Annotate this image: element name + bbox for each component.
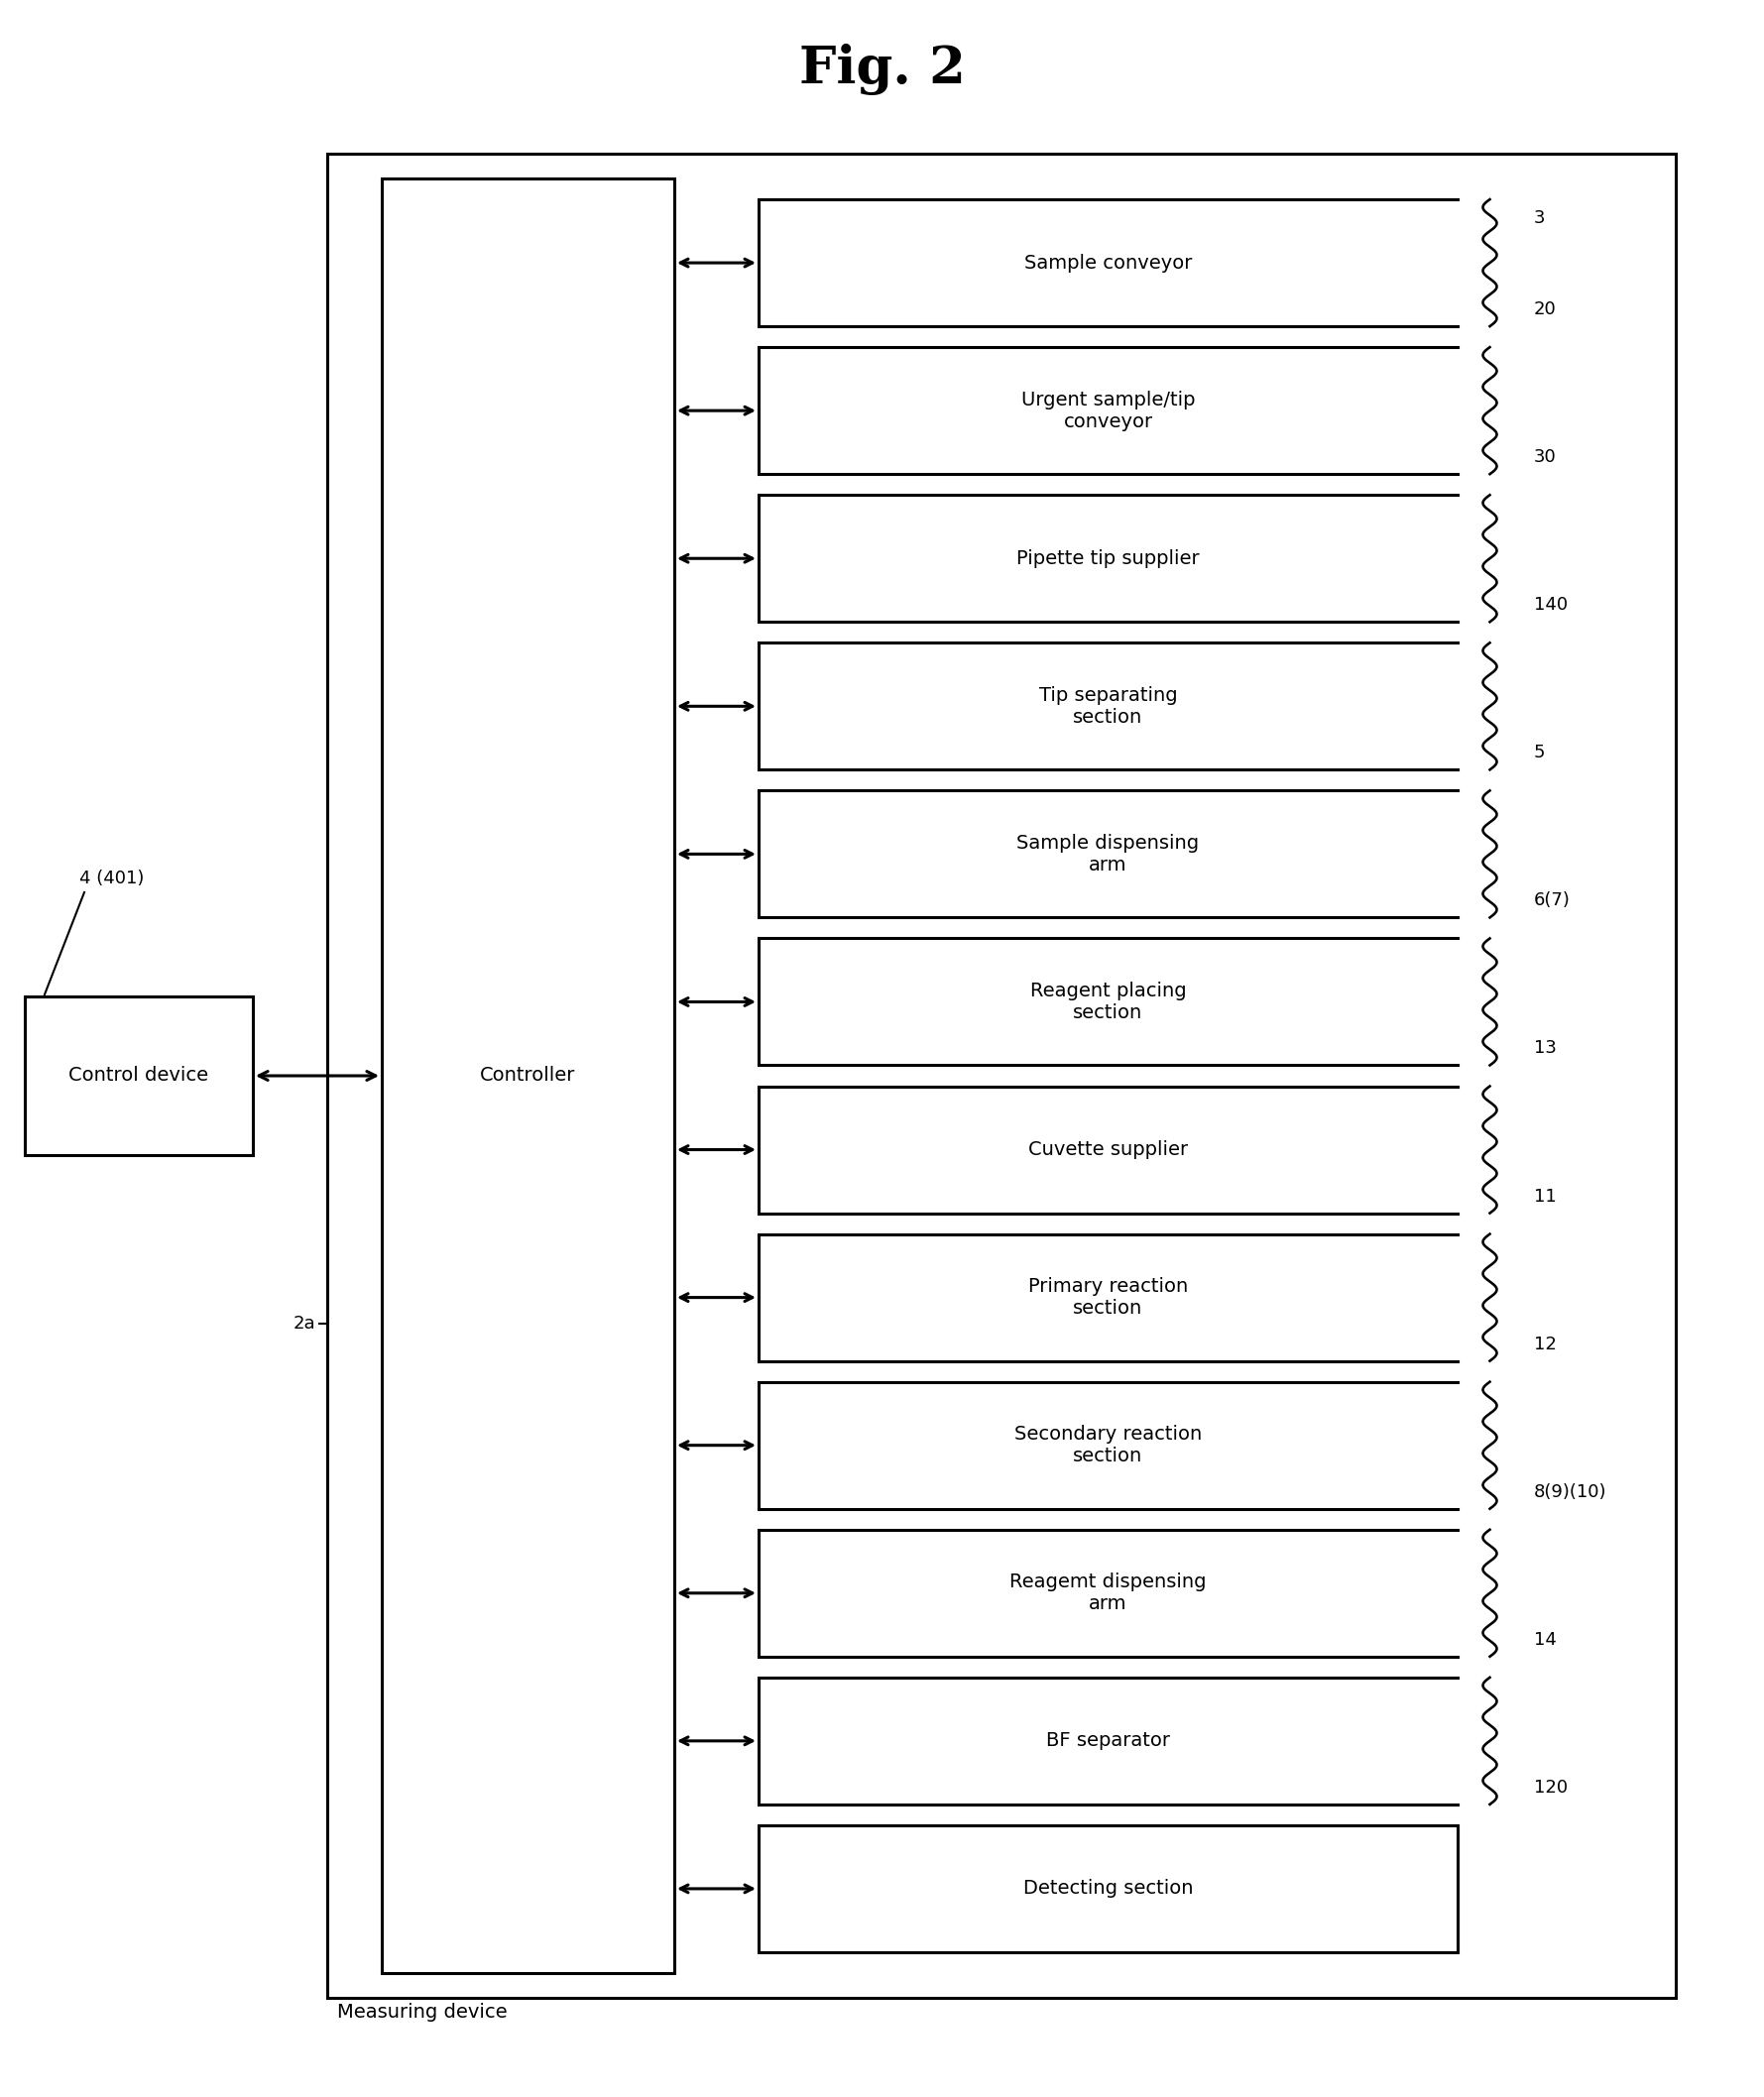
Text: 30: 30 xyxy=(1535,449,1556,466)
Text: Detecting section: Detecting section xyxy=(1023,1879,1192,1898)
Text: 5: 5 xyxy=(1535,744,1545,761)
Bar xyxy=(381,178,674,1973)
Text: 120: 120 xyxy=(1535,1778,1568,1797)
Text: Sample conveyor: Sample conveyor xyxy=(1025,254,1192,273)
Text: 6(7): 6(7) xyxy=(1535,891,1570,910)
Text: Reagent placing
section: Reagent placing section xyxy=(1030,981,1185,1021)
Text: 11: 11 xyxy=(1535,1187,1556,1206)
Text: BF separator: BF separator xyxy=(1046,1732,1170,1751)
Text: 140: 140 xyxy=(1535,596,1568,614)
Text: 2a: 2a xyxy=(293,1315,316,1332)
Bar xyxy=(25,996,252,1155)
Text: 20: 20 xyxy=(1535,300,1556,319)
Text: Controller: Controller xyxy=(480,1067,575,1084)
Text: Secondary reaction
section: Secondary reaction section xyxy=(1014,1426,1201,1466)
Text: 12: 12 xyxy=(1535,1336,1556,1353)
Bar xyxy=(759,1824,1457,1952)
Text: 13: 13 xyxy=(1535,1040,1556,1057)
Text: Tip separating
section: Tip separating section xyxy=(1039,686,1177,726)
Text: Cuvette supplier: Cuvette supplier xyxy=(1028,1141,1187,1160)
Text: 3: 3 xyxy=(1535,210,1545,226)
Text: Sample dispensing
arm: Sample dispensing arm xyxy=(1016,835,1200,874)
Bar xyxy=(326,153,1676,1998)
Text: 8(9)(10): 8(9)(10) xyxy=(1535,1483,1607,1501)
Text: Fig. 2: Fig. 2 xyxy=(799,44,965,94)
Text: Pipette tip supplier: Pipette tip supplier xyxy=(1016,549,1200,568)
Text: Measuring device: Measuring device xyxy=(337,2003,508,2022)
Text: Reagemt dispensing
arm: Reagemt dispensing arm xyxy=(1009,1573,1207,1613)
Text: 14: 14 xyxy=(1535,1631,1556,1648)
Text: Primary reaction
section: Primary reaction section xyxy=(1028,1277,1187,1317)
Text: Urgent sample/tip
conveyor: Urgent sample/tip conveyor xyxy=(1021,390,1194,432)
Text: 4 (401): 4 (401) xyxy=(79,870,145,887)
Text: Control device: Control device xyxy=(69,1067,208,1084)
